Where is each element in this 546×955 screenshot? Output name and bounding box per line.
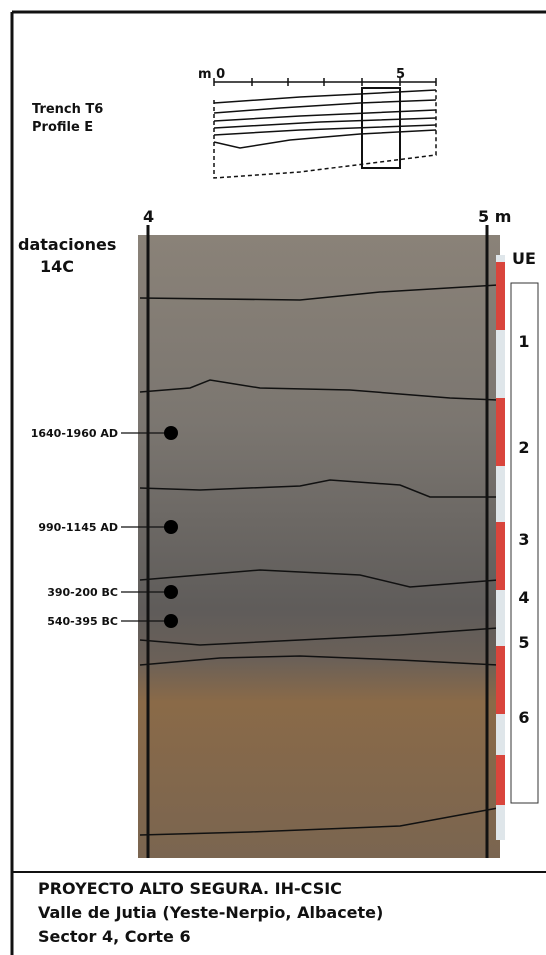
sketch-title: Trench T6: [32, 102, 103, 117]
dating-title: 14C: [40, 257, 74, 276]
date-label: 390-200 BC: [47, 586, 118, 599]
footer-line: Sector 4, Corte 6: [38, 927, 191, 946]
date-label: 1640-1960 AD: [31, 427, 118, 440]
scale-start: m 0: [198, 67, 225, 82]
trench-sketch: [213, 78, 437, 179]
sketch-title: Profile E: [32, 120, 93, 135]
date-label: 990-1145 AD: [38, 521, 118, 534]
grid-label: 4: [143, 207, 154, 226]
date-label: 540-395 BC: [47, 615, 118, 628]
footer-line: PROYECTO ALTO SEGURA. IH-CSIC: [38, 879, 342, 898]
scale-end: 5: [396, 67, 405, 82]
sample-dot: [164, 520, 178, 534]
layer-boundaries: [139, 284, 499, 836]
profile-photo: [138, 235, 500, 858]
sample-dot: [164, 426, 178, 440]
layer-label: 2: [518, 438, 529, 457]
sample-dot: [164, 585, 178, 599]
layer-label: 4: [518, 588, 529, 607]
layer-label: 6: [518, 708, 529, 727]
grid-label: 5 m: [478, 207, 511, 226]
layer-label: 5: [518, 633, 529, 652]
footer-line: Valle de Jutia (Yeste-Nerpio, Albacete): [38, 903, 383, 922]
measuring-pole: [496, 255, 505, 840]
ue-box: [510, 282, 539, 804]
dating-title: dataciones: [18, 235, 116, 254]
layer-label: 3: [518, 530, 529, 549]
ue-header: UE: [512, 249, 536, 268]
sample-dot: [164, 614, 178, 628]
layer-label: 1: [518, 332, 529, 351]
frame: [10, 10, 546, 955]
